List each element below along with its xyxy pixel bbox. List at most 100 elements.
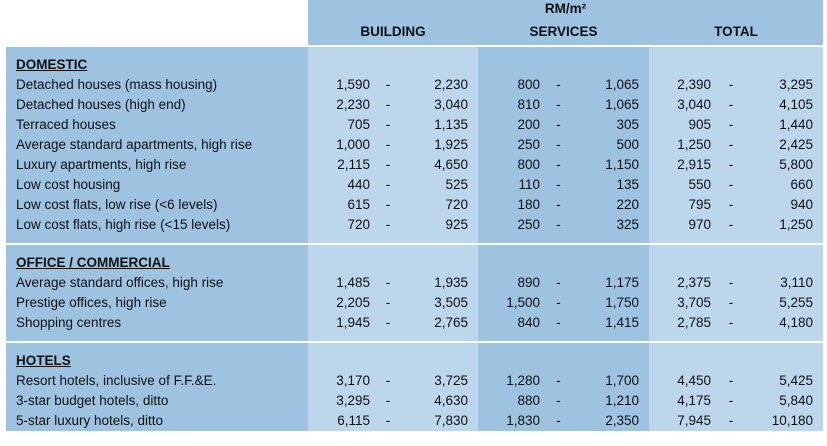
total-high: 5,255 (779, 295, 813, 310)
table-row: Low cost flats, low rise (<6 levels) 615-… (6, 195, 823, 215)
services-high: 500 (616, 137, 639, 152)
building-low: 440 (347, 177, 370, 192)
total-range: 4,175 - 5,840 (649, 391, 823, 411)
table-row: 3-star budget hotels, ditto 3,295- 4,630 88… (6, 391, 823, 411)
total-range: 2,915 - 5,800 (649, 155, 823, 175)
building-range: 3,170- 3,725 (308, 371, 478, 391)
building-high: 3,040 (434, 97, 468, 112)
range-dash: - (728, 97, 734, 112)
building-range: 1,590- 2,230 (308, 75, 478, 95)
range-dash: - (385, 197, 391, 212)
services-high: 1,700 (605, 373, 639, 388)
row-label: 5-star luxury hotels, ditto (6, 411, 308, 431)
table-row: Prestige offices, high rise 2,205-3,505 1,… (6, 293, 823, 313)
range-dash: - (728, 197, 734, 212)
services-range: 890 - 1,175 (478, 273, 649, 293)
range-dash: - (385, 373, 391, 388)
total-low: 550 (688, 177, 711, 192)
total-low: 7,945 (677, 413, 711, 428)
range-dash: - (728, 217, 734, 232)
range-dash: - (556, 177, 561, 192)
building-high: 720 (445, 197, 468, 212)
building-low: 3,295 (336, 393, 370, 408)
range-dash: - (385, 177, 391, 192)
table-row: Resort hotels, inclusive of F.F.&E. 3,170… (6, 371, 823, 391)
total-range: 2,785 - 4,180 (649, 313, 823, 333)
spacer-row (6, 47, 823, 55)
column-header-total: TOTAL (649, 18, 823, 45)
services-range: 1,830 - 2,350 (478, 411, 649, 431)
range-dash: - (556, 137, 561, 152)
services-range: 840 - 1,415 (478, 313, 649, 333)
building-range: 720- 925 (308, 215, 478, 235)
building-range: 6,115- 7,830 (308, 411, 478, 431)
total-high: 5,425 (779, 373, 813, 388)
range-dash: - (728, 177, 734, 192)
range-dash: - (728, 117, 734, 132)
building-low: 615 (347, 197, 370, 212)
total-low: 2,390 (677, 77, 711, 92)
range-dash: - (556, 295, 561, 310)
building-range: 1,000- 1,925 (308, 135, 478, 155)
spacer-row (6, 235, 823, 243)
row-label: 3-star budget hotels, ditto (6, 391, 308, 411)
services-range: 1,280 - 1,700 (478, 371, 649, 391)
services-high: 1,210 (605, 393, 639, 408)
services-range: 1,500 - 1,750 (478, 293, 649, 313)
section-title-row: DOMESTIC (6, 55, 823, 75)
total-range: 550 - 660 (649, 175, 823, 195)
total-low: 3,040 (677, 97, 711, 112)
services-range: 200 - 305 (478, 115, 649, 135)
total-low: 970 (688, 217, 711, 232)
row-label: Detached houses (high end) (6, 95, 308, 115)
range-dash: - (385, 295, 391, 310)
section-title-row: OFFICE / COMMERCIAL (6, 253, 823, 273)
services-low: 250 (517, 217, 540, 232)
row-label: Terraced houses (6, 115, 308, 135)
building-high: 4,630 (434, 393, 468, 408)
total-low: 4,175 (677, 393, 711, 408)
row-label: Detached houses (mass housing) (6, 75, 308, 95)
services-range: 180 - 220 (478, 195, 649, 215)
section-title-row: HOTELS (6, 351, 823, 371)
total-high: 5,800 (779, 157, 813, 172)
total-high: 2,425 (779, 137, 813, 152)
services-high: 1,415 (605, 315, 639, 330)
total-low: 3,705 (677, 295, 711, 310)
building-high: 1,935 (434, 275, 468, 290)
total-range: 3,040 - 4,105 (649, 95, 823, 115)
building-low: 720 (347, 217, 370, 232)
total-range: 3,705 - 5,255 (649, 293, 823, 313)
building-low: 6,115 (337, 413, 370, 428)
spacer-row (6, 245, 823, 253)
range-dash: - (556, 77, 561, 92)
unit-header-row: RM/m² (6, 0, 823, 18)
column-header-building: BUILDING (308, 18, 478, 45)
range-dash: - (556, 217, 561, 232)
services-high: 325 (616, 217, 639, 232)
range-dash: - (556, 157, 561, 172)
spacer-row (6, 343, 823, 351)
total-high: 4,180 (779, 315, 813, 330)
range-dash: - (385, 393, 391, 408)
services-high: 2,350 (605, 413, 639, 428)
section-title: HOTELS (6, 351, 308, 371)
table-row: Average standard apartments, high rise 1,… (6, 135, 823, 155)
building-high: 2,765 (434, 315, 468, 330)
services-low: 880 (517, 393, 540, 408)
total-high: 5,840 (779, 393, 813, 408)
building-range: 615- 720 (308, 195, 478, 215)
range-dash: - (385, 157, 391, 172)
services-high: 305 (616, 117, 639, 132)
services-high: 1,065 (605, 97, 639, 112)
services-low: 250 (517, 137, 540, 152)
total-low: 4,450 (677, 373, 711, 388)
table-row: Average standard offices, high rise 1,485… (6, 273, 823, 293)
range-dash: - (556, 97, 561, 112)
table-row: Luxury apartments, high rise 2,115-4,650 8… (6, 155, 823, 175)
total-high: 940 (790, 197, 813, 212)
building-range: 3,295- 4,630 (308, 391, 478, 411)
services-high: 1,150 (605, 157, 639, 172)
building-high: 7,830 (434, 413, 468, 428)
total-high: 1,440 (779, 117, 813, 132)
